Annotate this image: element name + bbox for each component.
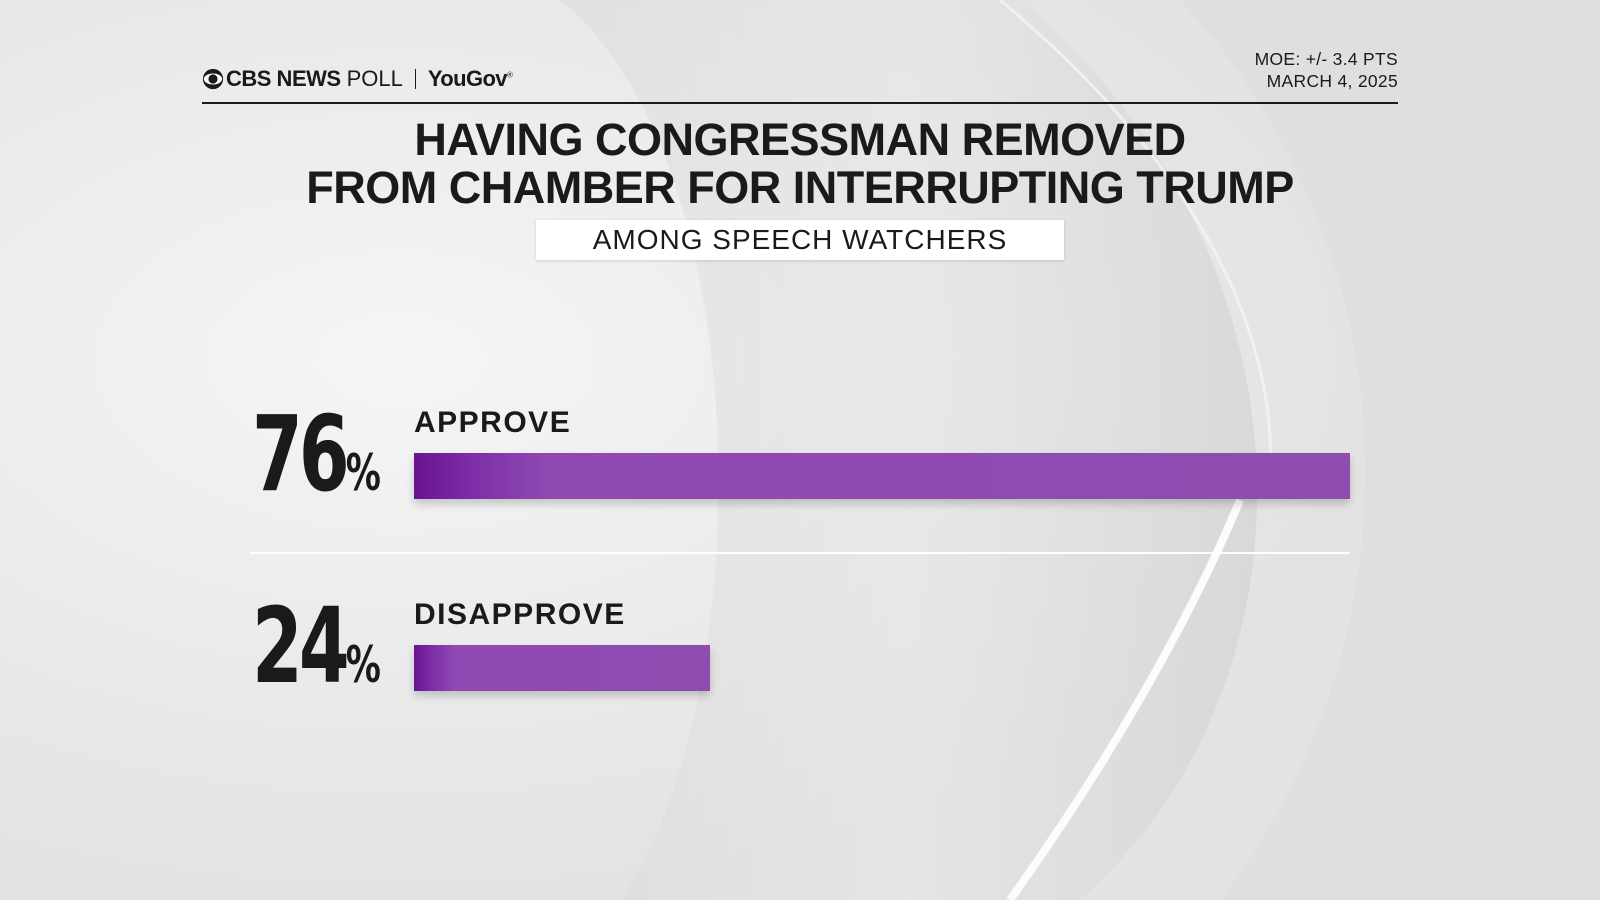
yougov-wordmark: YouGov® <box>427 66 513 91</box>
bar-approve <box>414 453 1350 499</box>
poll-date: MARCH 4, 2025 <box>1266 71 1398 91</box>
poll-brand: CBS NEWS POLL YouGov® <box>202 64 513 94</box>
chart-subtitle: AMONG SPEECH WATCHERS <box>592 224 1008 255</box>
cbs-eye-icon <box>202 68 224 90</box>
category-label-disapprove: DISAPPROVE <box>414 598 626 631</box>
row-divider <box>250 552 1350 554</box>
poll-label: POLL <box>346 66 403 91</box>
chart-title-line-1: HAVING CONGRESSMAN REMOVED <box>414 114 1186 165</box>
margin-of-error: MOE: +/- 3.4 PTS <box>1254 49 1398 69</box>
bar-disapprove <box>414 645 710 691</box>
value-label-disapprove: 24% <box>252 585 381 707</box>
header-rule <box>202 102 1398 104</box>
value-label-approve: 76% <box>252 393 381 515</box>
chart-title-line-2: FROM CHAMBER FOR INTERRUPTING TRUMP <box>306 162 1294 213</box>
brand-divider <box>414 69 416 89</box>
category-label-approve: APPROVE <box>414 406 572 439</box>
poll-meta: MOE: +/- 3.4 PTS MARCH 4, 2025 <box>1255 48 1398 92</box>
chart-title: HAVING CONGRESSMAN REMOVED FROM CHAMBER … <box>150 116 1450 212</box>
cbs-news-wordmark: CBS NEWS <box>226 66 341 91</box>
subtitle-box: AMONG SPEECH WATCHERS <box>536 220 1064 260</box>
